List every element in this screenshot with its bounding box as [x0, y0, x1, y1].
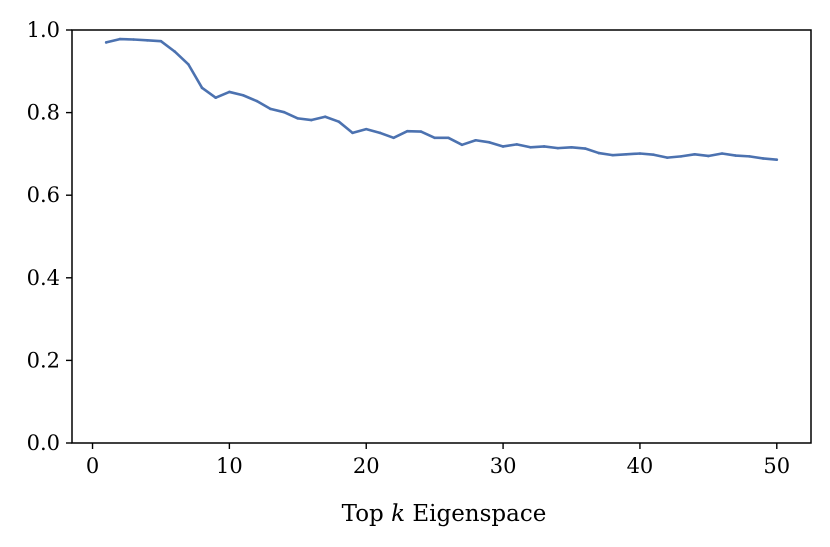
data-point [187, 62, 190, 66]
data-point [583, 147, 587, 150]
data-point [488, 141, 491, 144]
x-tick-label: 40 [627, 454, 654, 478]
data-point [611, 153, 614, 157]
y-tick-label: 0.8 [27, 101, 60, 125]
x-tick-label: 50 [763, 454, 790, 478]
data-point [200, 86, 204, 90]
data-point [173, 50, 176, 53]
x-tick-label: 30 [490, 454, 517, 478]
data-point [296, 117, 300, 120]
axes-frame [71, 29, 812, 444]
data-point [501, 145, 505, 148]
data-point [734, 154, 738, 157]
data-point [228, 90, 231, 94]
data-point [419, 130, 423, 133]
plot-area [72, 30, 811, 443]
data-point [310, 118, 313, 122]
y-tick-label: 0.2 [27, 348, 60, 372]
data-point [104, 41, 108, 44]
data-point [433, 136, 436, 140]
y-tick-label: 0.0 [27, 431, 60, 455]
data-point [460, 143, 464, 147]
data-point [378, 131, 382, 135]
data-point [405, 129, 409, 133]
x-tick-label: 10 [216, 454, 243, 478]
data-point [132, 38, 135, 41]
data-point [118, 37, 122, 41]
data-point [693, 153, 696, 156]
data-point [351, 131, 354, 135]
data-point [392, 136, 395, 140]
data-point [323, 115, 327, 119]
series-layer [104, 37, 779, 161]
axes-layer [71, 29, 812, 444]
y-tick-label: 0.6 [27, 183, 60, 207]
data-point [269, 107, 272, 111]
data-point [447, 136, 450, 140]
data-point [364, 127, 368, 131]
data-point [515, 143, 519, 146]
data-point [542, 145, 546, 148]
data-point [652, 153, 655, 157]
x-tick-label: 20 [353, 454, 380, 478]
data-point [761, 157, 765, 160]
data-point [529, 145, 532, 149]
ticks-layer: 0 10 20 30 40 50 0.0 0.2 0.4 0.6 0.8 1.0 [27, 18, 791, 478]
data-point [638, 152, 642, 155]
data-point [624, 153, 628, 156]
data-point [748, 155, 751, 158]
data-point [679, 155, 683, 158]
x-axis-title: Top k Eigenspace [342, 501, 547, 527]
y-tick-label: 0.4 [27, 266, 60, 290]
data-point [720, 152, 724, 155]
data-point [556, 146, 560, 150]
data-point [707, 154, 710, 158]
data-point [214, 96, 217, 100]
y-tick-label: 1.0 [27, 18, 60, 42]
data-point [775, 158, 779, 161]
data-point [145, 39, 149, 42]
data-point [474, 138, 478, 142]
data-point [159, 39, 163, 43]
data-point [666, 156, 669, 159]
data-point [337, 120, 341, 123]
data-point [570, 145, 573, 149]
data-point [241, 93, 245, 97]
data-point [255, 99, 259, 103]
data-point [282, 110, 286, 114]
x-tick-label: 0 [86, 454, 99, 478]
data-point [597, 151, 601, 155]
series-line-0 [104, 37, 779, 161]
